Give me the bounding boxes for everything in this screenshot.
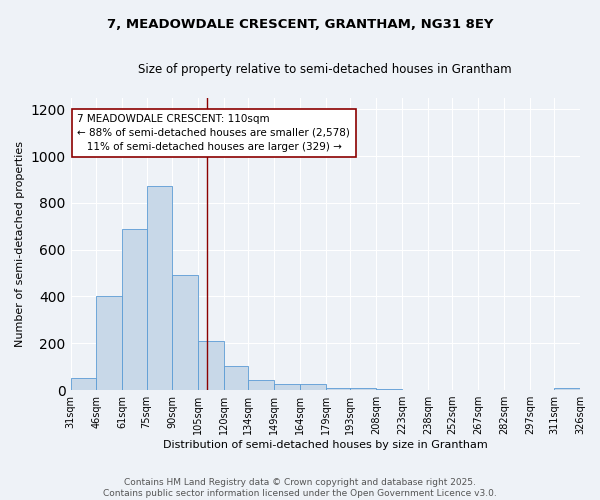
Bar [224, 366, 248, 390]
X-axis label: Distribution of semi-detached houses by size in Grantham: Distribution of semi-detached houses by … [163, 440, 488, 450]
Bar [146, 186, 172, 390]
Bar [326, 388, 350, 390]
Y-axis label: Number of semi-detached properties: Number of semi-detached properties [15, 141, 25, 347]
Text: 7, MEADOWDALE CRESCENT, GRANTHAM, NG31 8EY: 7, MEADOWDALE CRESCENT, GRANTHAM, NG31 8… [107, 18, 493, 30]
Title: Size of property relative to semi-detached houses in Grantham: Size of property relative to semi-detach… [139, 62, 512, 76]
Text: 7 MEADOWDALE CRESCENT: 110sqm
← 88% of semi-detached houses are smaller (2,578)
: 7 MEADOWDALE CRESCENT: 110sqm ← 88% of s… [77, 114, 350, 152]
Bar [71, 378, 97, 390]
Bar [199, 341, 224, 390]
Bar [274, 384, 300, 390]
Bar [350, 388, 376, 390]
Bar [300, 384, 326, 390]
Bar [554, 388, 580, 390]
Bar [248, 380, 274, 390]
Bar [172, 276, 199, 390]
Text: Contains HM Land Registry data © Crown copyright and database right 2025.
Contai: Contains HM Land Registry data © Crown c… [103, 478, 497, 498]
Bar [122, 228, 146, 390]
Bar [97, 296, 122, 390]
